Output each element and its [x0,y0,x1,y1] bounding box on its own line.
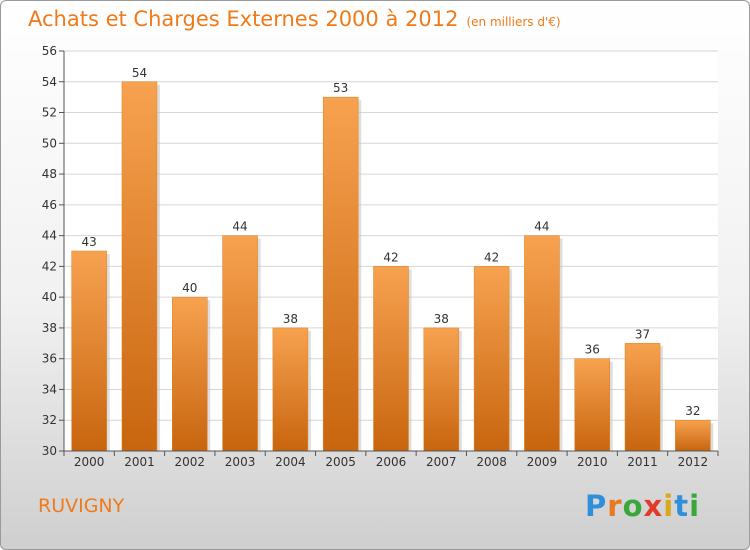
x-tick-label: 2000 [74,455,105,469]
bar [473,266,510,452]
bar [524,235,560,452]
logo-letter: i [689,489,701,523]
y-tick-label: 40 [42,290,57,304]
y-tick-label: 46 [42,198,57,212]
proxiti-logo: Proxiti [585,489,700,523]
bar [574,358,610,452]
data-label: 42 [383,250,398,264]
bar [322,96,359,452]
y-tick-label: 56 [42,44,57,58]
y-tick-label: 32 [42,413,57,427]
data-label: 37 [635,327,650,341]
data-label: 36 [585,343,600,357]
chart-title-block: Achats et Charges Externes 2000 à 2012 (e… [28,7,561,31]
chart-unit: (en milliers d'€) [466,15,561,29]
x-tick-label: 2009 [527,455,558,469]
logo-letter: x [643,489,664,523]
data-label: 44 [534,220,549,234]
data-label: 44 [232,220,247,234]
bar [373,266,409,452]
logo-letter: P [585,489,608,523]
x-tick-label: 2002 [174,455,205,469]
y-tick-label: 44 [42,229,57,243]
data-label: 53 [333,81,348,95]
axes: 30 32 34 36 38 40 42 44 46 48 50 52 54 56 2000 2001 2002… [42,44,719,469]
data-label: 43 [82,235,97,249]
bar [272,327,309,452]
y-tick-label: 50 [42,136,57,150]
bars: 43 54 40 44 38 53 42 38 42 44 36 37 32 [71,66,714,452]
x-tick-label: 2001 [124,455,155,469]
logo-letter: r [607,489,623,523]
logo-letter: t [674,489,690,523]
y-tick-label: 36 [42,352,57,366]
bar [222,235,258,452]
y-tick-label: 38 [42,321,57,335]
logo-letter: i [663,489,675,523]
x-tick-label: 2010 [577,455,608,469]
chart-title: Achats et Charges Externes 2000 à 2012 [28,7,459,31]
y-tick-label: 34 [42,382,57,396]
x-tick-label: 2006 [376,455,407,469]
data-label: 32 [685,404,700,418]
data-label: 54 [132,66,147,80]
bar [121,81,158,452]
x-tick-label: 2007 [426,455,457,469]
bar [71,250,107,452]
x-tick-label: 2005 [325,455,356,469]
y-tick-label: 30 [42,444,57,458]
x-tick-label: 2012 [678,455,709,469]
bar [423,327,460,452]
data-label: 38 [434,312,449,326]
x-tick-label: 2003 [225,455,256,469]
bar [172,296,208,452]
y-tick-label: 54 [42,75,57,89]
logo-letter: o [622,489,644,523]
x-tick-label: 2004 [275,455,306,469]
y-tick-label: 42 [42,259,57,273]
bar [624,343,661,452]
y-tick-label: 52 [42,106,57,120]
town-name: RUVIGNY [38,495,125,517]
data-label: 38 [283,312,298,326]
data-label: 42 [484,250,499,264]
x-tick-label: 2008 [476,455,507,469]
x-tick-label: 2011 [627,455,658,469]
y-tick-label: 48 [42,167,57,181]
data-label: 40 [182,281,197,295]
bar [675,419,711,452]
